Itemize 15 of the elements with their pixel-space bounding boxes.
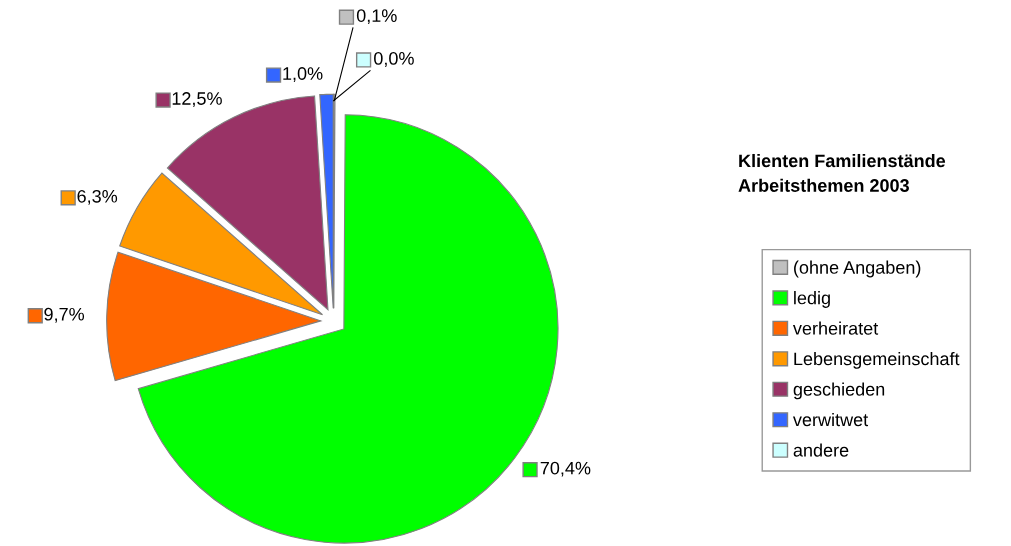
legend-label: ledig bbox=[794, 291, 830, 308]
text: Klienten Familienstände Arbeitsthemen 2003 bbox=[738, 153, 946, 192]
data-label: 12,5% bbox=[172, 92, 222, 108]
legend-label: Lebensgemeinschaft bbox=[794, 351, 960, 369]
data-label: 70,4% bbox=[540, 461, 591, 477]
legend-label: geschieden bbox=[793, 382, 885, 400]
legend-label: andere bbox=[793, 443, 849, 457]
data-label: 1,0% bbox=[283, 67, 323, 83]
text: 0,0% bbox=[374, 52, 414, 67]
data-label: 6,3% bbox=[77, 189, 118, 205]
legend-label: verheiratet bbox=[792, 321, 879, 335]
legend-label: (ohne Angaben) bbox=[794, 260, 921, 278]
legend-label: verwitwet bbox=[792, 412, 869, 427]
data-label: 9,7% bbox=[44, 307, 85, 323]
data-label: 0,1% bbox=[356, 9, 397, 25]
